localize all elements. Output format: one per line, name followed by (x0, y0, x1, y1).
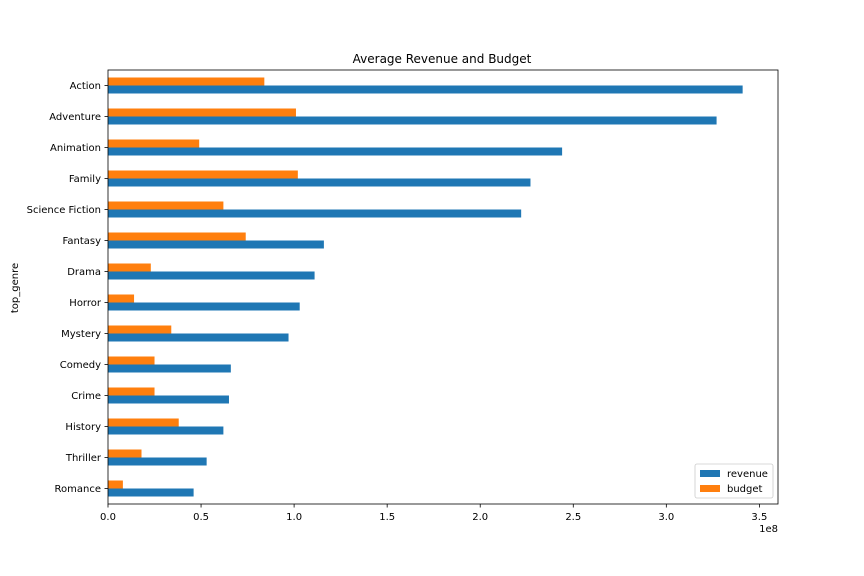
legend-swatch-budget (700, 485, 720, 492)
bar-budget-fantasy (108, 232, 246, 241)
x-tick-label: 1.5 (379, 512, 395, 523)
bar-budget-family (108, 170, 298, 179)
plot-frame (107, 69, 779, 505)
x-axis-ticks: 0.0 0.5 1.0 1.5 2.0 2.5 3.0 3.5 (100, 504, 767, 523)
legend-swatch-revenue (700, 470, 720, 477)
bar-budget-animation (108, 139, 200, 148)
legend: revenue budget (694, 463, 774, 499)
bar-revenue-science-fiction (108, 209, 522, 218)
x-tick-label: 0.0 (100, 512, 116, 523)
y-tick-label: Fantasy (63, 236, 102, 247)
x-tick-label: 2.5 (565, 512, 581, 523)
bar-revenue-romance (108, 488, 194, 497)
bar-revenue-animation (108, 147, 563, 156)
bar-budget-crime (108, 387, 155, 396)
bar-budget-thriller (108, 449, 142, 458)
y-tick-label: Crime (71, 391, 101, 402)
y-tick-label: Thriller (65, 453, 102, 464)
x-tick-label: 3.0 (658, 512, 674, 523)
y-axis-label: top_genre (10, 263, 21, 313)
bar-budget-history (108, 418, 179, 427)
y-tick-label: Adventure (49, 112, 101, 123)
y-tick-label: Animation (50, 143, 101, 154)
x-tick-label: 1.0 (286, 512, 302, 523)
bar-revenue-adventure (108, 116, 717, 125)
bar-budget-romance (108, 480, 123, 489)
bar-revenue-comedy (108, 364, 231, 373)
y-tick-label: Action (70, 81, 101, 92)
x-offset-label: 1e8 (759, 524, 778, 535)
bar-revenue-horror (108, 302, 300, 311)
y-tick-label: Romance (55, 484, 101, 495)
bar-budget-adventure (108, 108, 296, 117)
y-tick-label: Science Fiction (27, 205, 101, 216)
y-tick-label: Horror (69, 298, 102, 309)
bar-revenue-history (108, 426, 224, 435)
bar-revenue-family (108, 178, 531, 187)
legend-label-revenue: revenue (727, 469, 768, 480)
x-tick-label: 0.5 (193, 512, 209, 523)
y-tick-label: History (65, 422, 101, 433)
y-tick-label: Mystery (61, 329, 101, 340)
bar-budget-mystery (108, 325, 172, 334)
y-tick-label: Family (69, 174, 101, 185)
bar-budget-science-fiction (108, 201, 224, 210)
y-tick-label: Comedy (60, 360, 101, 371)
bar-revenue-fantasy (108, 240, 324, 249)
bar-revenue-drama (108, 271, 315, 280)
bar-budget-action (108, 77, 265, 86)
y-tick-label: Drama (67, 267, 101, 278)
bar-revenue-crime (108, 395, 229, 404)
bar-budget-drama (108, 263, 151, 272)
y-axis-ticks: Action Adventure Animation Family Science Fi… (27, 81, 108, 495)
bar-revenue-mystery (108, 333, 289, 342)
bar-revenue-action (108, 85, 743, 94)
x-tick-label: 3.5 (751, 512, 767, 523)
bar-budget-comedy (108, 356, 155, 365)
chart-title: Average Revenue and Budget (353, 52, 532, 66)
legend-label-budget: budget (727, 484, 763, 495)
bar-budget-horror (108, 294, 135, 303)
bar-revenue-thriller (108, 457, 207, 466)
x-tick-label: 2.0 (472, 512, 488, 523)
bars-layer (108, 77, 743, 497)
